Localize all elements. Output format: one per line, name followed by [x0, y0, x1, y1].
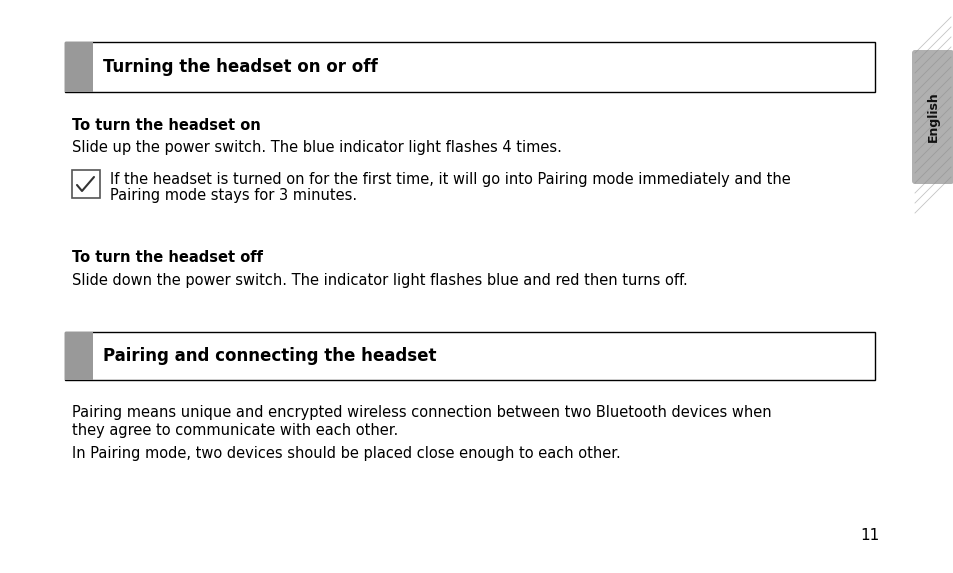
Text: Pairing and connecting the headset: Pairing and connecting the headset — [103, 347, 436, 365]
Bar — [65, 42, 874, 92]
Text: they agree to communicate with each other.: they agree to communicate with each othe… — [71, 423, 397, 438]
Text: To turn the headset off: To turn the headset off — [71, 250, 263, 265]
Text: Pairing mode stays for 3 minutes.: Pairing mode stays for 3 minutes. — [110, 188, 356, 203]
Text: If the headset is turned on for the first time, it will go into Pairing mode imm: If the headset is turned on for the firs… — [110, 172, 790, 187]
Text: 11: 11 — [860, 528, 879, 543]
Text: Slide up the power switch. The blue indicator light flashes 4 times.: Slide up the power switch. The blue indi… — [71, 140, 561, 155]
Text: Slide down the power switch. The indicator light flashes blue and red then turns: Slide down the power switch. The indicat… — [71, 273, 687, 288]
FancyBboxPatch shape — [911, 50, 953, 184]
Bar — [65, 42, 92, 92]
Text: Pairing means unique and encrypted wireless connection between two Bluetooth dev: Pairing means unique and encrypted wirel… — [71, 405, 771, 420]
Text: Turning the headset on or off: Turning the headset on or off — [103, 58, 377, 76]
Text: To turn the headset on: To turn the headset on — [71, 118, 260, 133]
Bar — [71, 170, 100, 198]
Text: In Pairing mode, two devices should be placed close enough to each other.: In Pairing mode, two devices should be p… — [71, 446, 620, 461]
Bar — [65, 332, 92, 380]
Text: English: English — [925, 92, 939, 142]
Bar — [65, 332, 874, 380]
